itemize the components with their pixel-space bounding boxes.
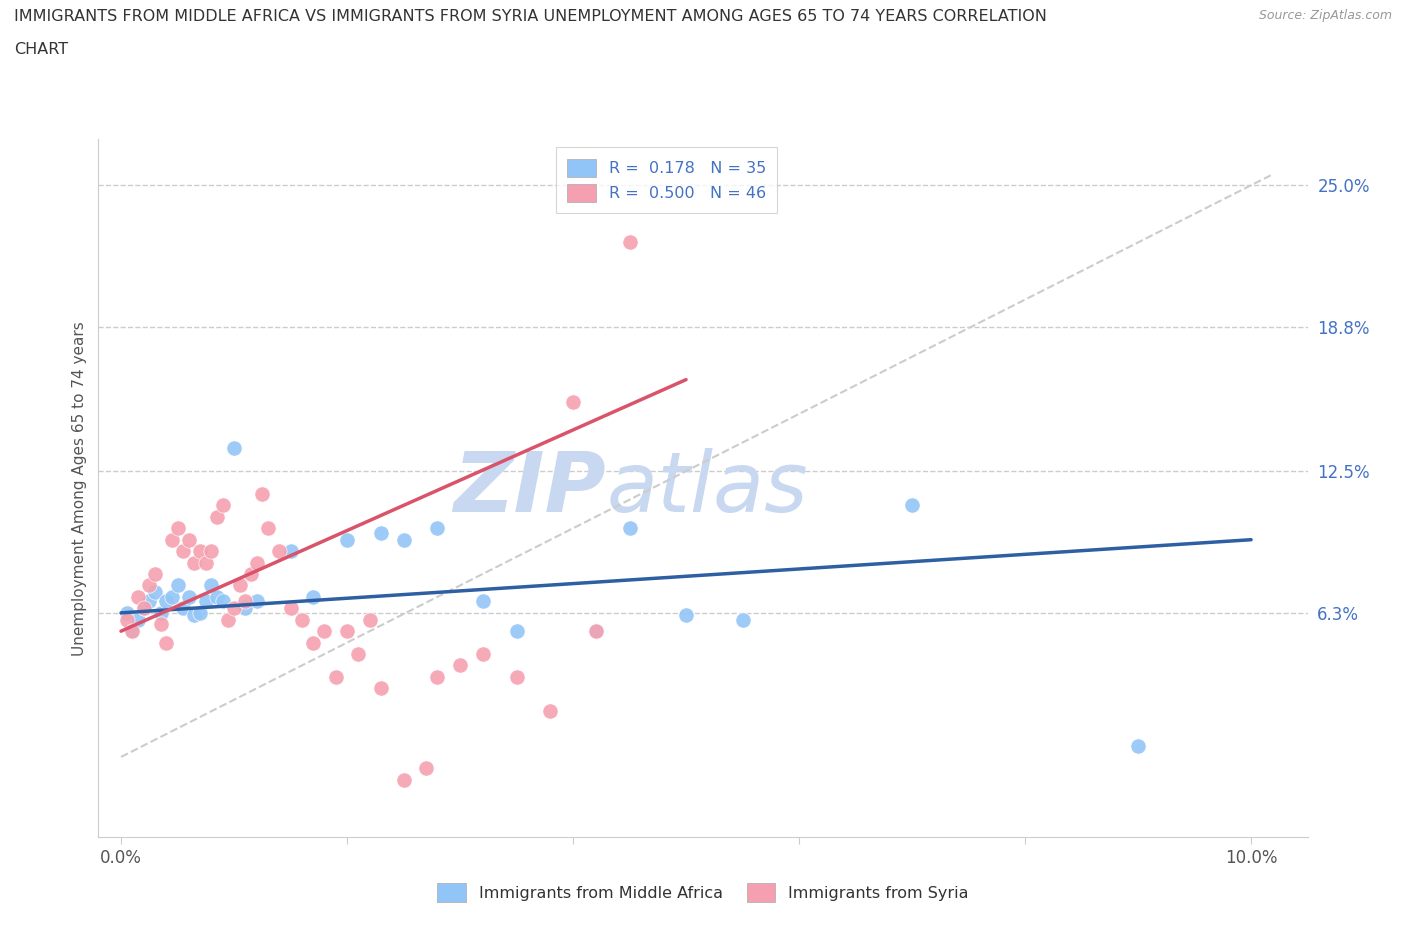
Point bbox=[149, 617, 172, 631]
Point bbox=[149, 605, 172, 620]
Point bbox=[121, 624, 143, 639]
Point bbox=[143, 566, 166, 581]
Point bbox=[138, 578, 160, 593]
Point bbox=[426, 521, 449, 536]
Point bbox=[280, 544, 302, 559]
Point bbox=[901, 498, 924, 512]
Point bbox=[269, 544, 291, 559]
Point bbox=[392, 773, 415, 788]
Point bbox=[205, 590, 228, 604]
Point bbox=[177, 590, 200, 604]
Point bbox=[471, 646, 494, 661]
Point bbox=[257, 521, 280, 536]
Point bbox=[127, 612, 149, 627]
Point bbox=[127, 590, 149, 604]
Point bbox=[585, 624, 607, 639]
Point bbox=[217, 612, 239, 627]
Point bbox=[585, 624, 607, 639]
Point bbox=[619, 235, 641, 250]
Point bbox=[246, 594, 269, 609]
Point bbox=[1126, 738, 1149, 753]
Point bbox=[200, 578, 222, 593]
Point bbox=[336, 624, 359, 639]
Point bbox=[115, 612, 138, 627]
Point bbox=[188, 605, 211, 620]
Point bbox=[172, 544, 194, 559]
Point bbox=[359, 612, 381, 627]
Point bbox=[132, 601, 155, 616]
Point bbox=[280, 601, 302, 616]
Point bbox=[194, 555, 217, 570]
Point bbox=[222, 441, 245, 456]
Point bbox=[302, 590, 325, 604]
Point bbox=[246, 555, 269, 570]
Point bbox=[252, 486, 274, 501]
Point bbox=[675, 607, 697, 622]
Point bbox=[731, 612, 754, 627]
Point bbox=[240, 566, 263, 581]
Text: ZIP: ZIP bbox=[454, 447, 606, 529]
Point bbox=[325, 670, 347, 684]
Point bbox=[426, 670, 449, 684]
Point bbox=[143, 585, 166, 600]
Point bbox=[200, 544, 222, 559]
Point bbox=[177, 532, 200, 547]
Point bbox=[505, 624, 527, 639]
Point bbox=[415, 761, 437, 776]
Point bbox=[172, 601, 194, 616]
Text: atlas: atlas bbox=[606, 447, 808, 529]
Point bbox=[505, 670, 527, 684]
Point bbox=[121, 624, 143, 639]
Point bbox=[166, 578, 188, 593]
Point bbox=[347, 646, 370, 661]
Y-axis label: Unemployment Among Ages 65 to 74 years: Unemployment Among Ages 65 to 74 years bbox=[72, 321, 87, 656]
Point bbox=[392, 532, 415, 547]
Point bbox=[449, 658, 471, 673]
Point bbox=[194, 594, 217, 609]
Point bbox=[166, 521, 188, 536]
Point bbox=[228, 578, 250, 593]
Point bbox=[222, 601, 245, 616]
Point bbox=[160, 590, 183, 604]
Point bbox=[302, 635, 325, 650]
Text: Source: ZipAtlas.com: Source: ZipAtlas.com bbox=[1258, 9, 1392, 22]
Point bbox=[183, 607, 205, 622]
Legend: Immigrants from Middle Africa, Immigrants from Syria: Immigrants from Middle Africa, Immigrant… bbox=[426, 872, 980, 912]
Point bbox=[233, 594, 256, 609]
Point bbox=[211, 498, 233, 512]
Point bbox=[370, 525, 392, 540]
Point bbox=[538, 704, 561, 719]
Point bbox=[233, 601, 256, 616]
Point bbox=[291, 612, 314, 627]
Point bbox=[188, 544, 211, 559]
Point bbox=[562, 395, 585, 410]
Point bbox=[183, 555, 205, 570]
Point bbox=[211, 594, 233, 609]
Point bbox=[132, 601, 155, 616]
Point bbox=[155, 594, 177, 609]
Point bbox=[160, 532, 183, 547]
Point bbox=[138, 594, 160, 609]
Text: CHART: CHART bbox=[14, 42, 67, 57]
Point bbox=[314, 624, 336, 639]
Point bbox=[370, 681, 392, 696]
Point bbox=[155, 635, 177, 650]
Point bbox=[471, 594, 494, 609]
Point bbox=[619, 521, 641, 536]
Text: IMMIGRANTS FROM MIDDLE AFRICA VS IMMIGRANTS FROM SYRIA UNEMPLOYMENT AMONG AGES 6: IMMIGRANTS FROM MIDDLE AFRICA VS IMMIGRA… bbox=[14, 9, 1047, 24]
Point bbox=[336, 532, 359, 547]
Point bbox=[205, 510, 228, 525]
Point bbox=[115, 605, 138, 620]
